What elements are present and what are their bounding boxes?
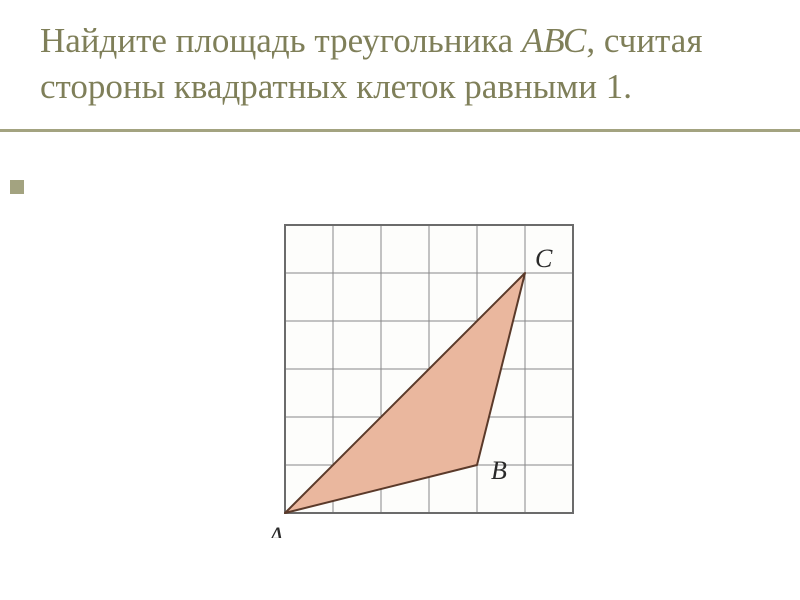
triangle-figure: A B C	[260, 200, 598, 538]
title-part-1: Найдите площадь треугольника	[40, 21, 522, 60]
svg-text:C: C	[535, 244, 553, 273]
title-italic: АВС	[522, 21, 586, 60]
title-area: Найдите площадь треугольника АВС, считая…	[0, 0, 800, 129]
svg-text:A: A	[266, 522, 284, 538]
svg-text:B: B	[491, 456, 507, 485]
problem-title: Найдите площадь треугольника АВС, считая…	[40, 18, 760, 109]
title-underline	[0, 129, 800, 132]
figure-svg: A B C	[260, 200, 598, 538]
bullet-marker	[10, 180, 24, 194]
